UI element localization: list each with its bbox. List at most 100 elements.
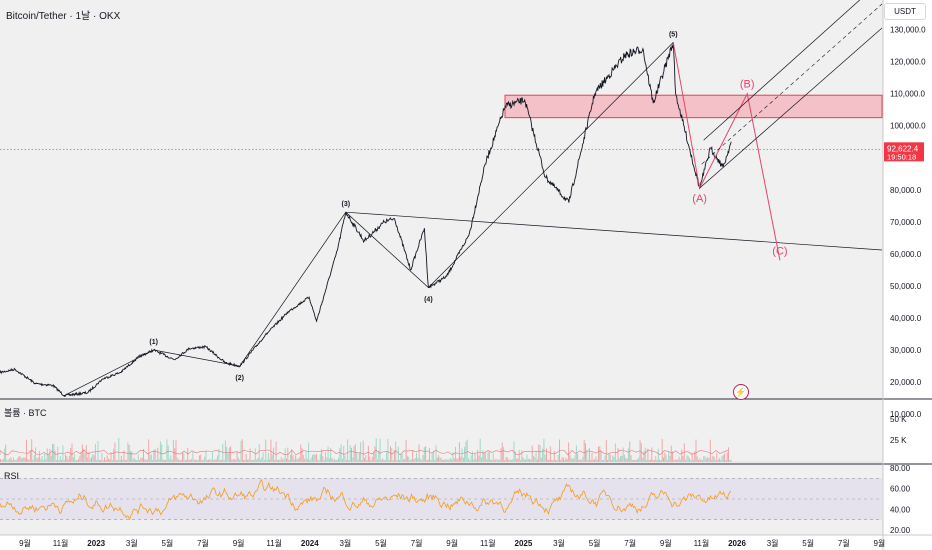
volume-bar [221,459,222,462]
volume-bar [707,457,709,462]
volume-bar [339,448,341,462]
volume-bar [145,459,147,462]
volume-bar [551,460,553,462]
volume-bar [503,447,505,462]
time-tick-label: 5월 [589,538,601,548]
volume-bar [699,458,701,462]
volume-bar [0,459,1,462]
price-tick-label: 120,000.0 [890,58,926,67]
volume-bar [416,453,417,462]
currency-badge[interactable]: USDT [884,3,926,20]
volume-bar [101,452,103,462]
volume-bar [167,445,169,462]
volume-bar [306,458,308,462]
volume-bar [468,458,469,462]
volume-bar [241,439,243,462]
volume-bar [387,439,389,462]
volume-bar [304,458,306,462]
volume-bar [239,459,241,462]
volume-bar [143,449,144,462]
volume-bar [148,439,150,462]
volume-bar [371,456,373,462]
volume-bar [383,460,385,462]
volume-bar [457,458,459,462]
volume-bar [105,460,107,462]
volume-bar [315,453,317,462]
volume-bar [724,453,726,462]
last-price-badge [884,142,924,162]
volume-bar [204,456,206,462]
volume-bar [280,456,282,462]
volume-bar [681,449,683,462]
broker-logo-icon[interactable]: ⚡ [733,384,749,400]
volume-bar [18,456,20,462]
volume-bar [248,459,250,462]
volume-bar [222,443,224,462]
volume-bar [577,453,579,462]
volume-bar [87,457,89,462]
volume-bar [257,458,259,462]
volume-bar [292,455,294,462]
volume-bar [260,459,261,462]
volume-bar [244,459,246,462]
volume-bar [55,460,57,462]
chart-title: Bitcoin/Tether · 1날 · OKX [6,11,121,22]
volume-bar [310,457,312,462]
volume-bar [409,460,411,462]
volume-bar [521,450,523,462]
volume-bar [444,458,446,462]
price-tick-label: 30,000.0 [890,346,922,355]
volume-bar [20,458,22,462]
volume-bar [616,459,618,462]
volume-bar [89,459,91,462]
volume-bar [102,460,104,462]
time-tick-label: 9월 [660,538,672,548]
time-tick-label: 11월 [53,538,69,548]
volume-bar [165,460,167,462]
volume-bar [621,455,623,462]
volume-bar [364,458,365,462]
resistance-zone[interactable] [504,94,883,119]
trend-lines[interactable] [64,0,883,396]
volume-bar [612,455,614,462]
volume-bar [670,445,672,462]
volume-bar [422,455,424,462]
volume-bar [1,460,3,462]
volume-bar [120,455,122,462]
volume-bar [548,459,550,462]
volume-bar [588,448,590,462]
volume-bar [293,459,295,462]
volume-bar [591,453,593,462]
volume-bar [461,448,463,462]
volume-bar [401,453,403,462]
volume-bar [678,456,680,462]
volume-bar [426,460,428,462]
volume-bar [592,460,594,462]
volume-bar [435,445,437,462]
volume-bar [547,459,549,462]
volume-bar [527,458,529,462]
volume-bar [481,457,482,462]
volume-bar [627,448,629,462]
volume-bar [429,447,430,462]
volume-bar [626,458,628,462]
volume-bar [518,450,520,462]
volume-bar [150,454,152,462]
volume-bar [349,445,351,462]
volume-bar [369,456,371,462]
volume-bar [362,440,364,462]
volume-bar [583,440,585,462]
volume-bar [473,459,475,462]
volume-bar [289,454,291,462]
volume-bar [431,454,433,462]
volume-bar [50,455,52,462]
volume-bar [549,446,551,462]
volume-bar [661,438,663,462]
volume-bar [176,457,178,462]
volume-bar [406,456,408,462]
volume-bar [601,459,603,462]
volume-bar [625,458,627,462]
volume-bar [492,453,494,462]
volume-bar [122,459,124,462]
volume-bar [702,459,703,462]
